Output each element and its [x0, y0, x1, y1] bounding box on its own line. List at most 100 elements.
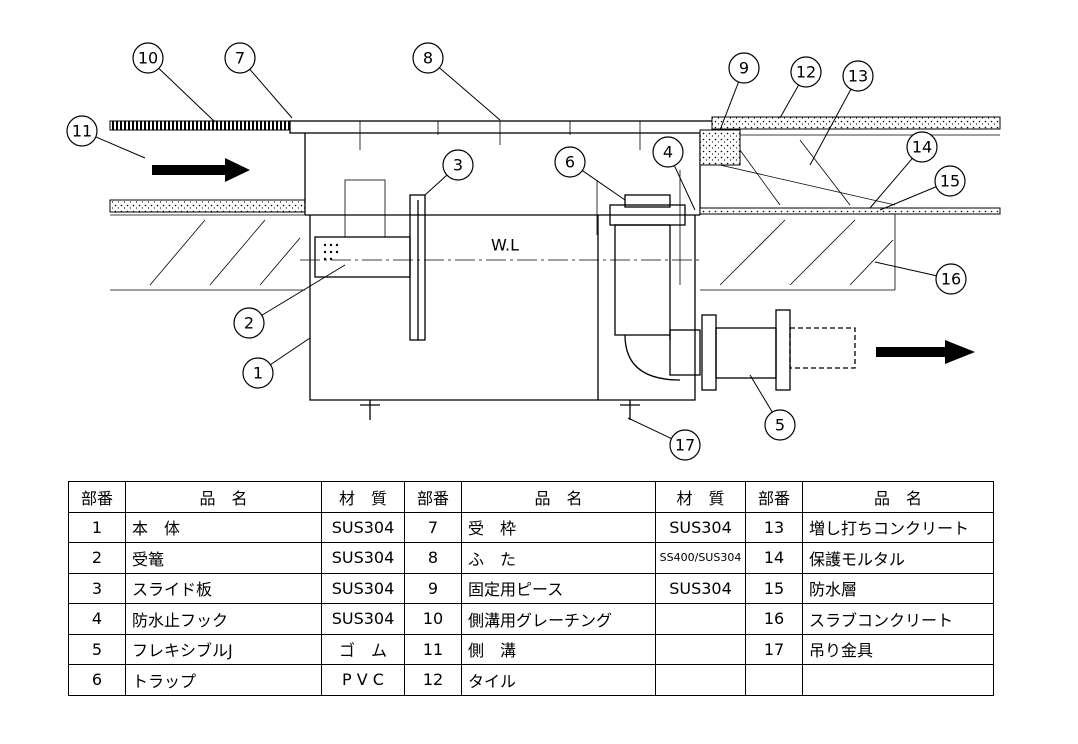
table-cell: 品 名	[461, 481, 656, 513]
table-cell: 吊り金具	[802, 633, 994, 665]
table-cell: 11	[404, 633, 462, 665]
header-row: 部番品 名材 質部番品 名材 質部番品 名	[68, 481, 994, 513]
leader-line	[869, 158, 913, 209]
table-cell: 部番	[404, 481, 462, 513]
leader-line	[719, 81, 740, 131]
table-cell: 防水止フック	[125, 603, 322, 635]
table-cell: 17	[745, 633, 803, 665]
table-cell: 防水層	[802, 572, 994, 604]
table-cell	[655, 603, 746, 635]
table-cell: SUS304	[321, 542, 405, 574]
callout-circle	[66, 115, 98, 147]
callout-label: 14	[912, 138, 932, 157]
table-cell: 15	[745, 572, 803, 604]
callout-circle	[652, 136, 684, 168]
table-row: 5 フレキシブルJ ゴ ム 11 側 溝 17 吊り金具	[68, 633, 994, 665]
callout-circle	[224, 42, 256, 74]
table-cell: 5	[68, 633, 126, 665]
leader-line	[879, 186, 937, 211]
table-cell: 品 名	[125, 481, 322, 513]
table-cell: スラブコンクリート	[802, 603, 994, 635]
table-cell: ふ た	[461, 542, 656, 574]
table-cell: SUS304	[321, 603, 405, 635]
callout-label: 8	[423, 49, 433, 68]
leader-line	[158, 67, 216, 123]
table-cell: 12	[404, 664, 462, 696]
callout-circle	[442, 149, 474, 181]
leader-line	[270, 337, 311, 366]
callout-label: 13	[848, 67, 868, 86]
table-cell: 受 枠	[461, 511, 656, 543]
table-cell: 1	[68, 511, 126, 543]
table-cell: 2	[68, 542, 126, 574]
table-cell: 4	[68, 603, 126, 635]
table-cell	[655, 664, 746, 696]
callout-label: 6	[565, 153, 575, 172]
leader-line	[95, 136, 146, 159]
structure	[109, 116, 1001, 420]
table-cell	[745, 664, 803, 696]
leader-line	[749, 374, 773, 413]
callout-label: 2	[244, 314, 254, 333]
table-cell: 6	[68, 664, 126, 696]
callout-label: 4	[663, 143, 673, 162]
callout-circle	[935, 263, 967, 295]
callout-label: 7	[235, 49, 245, 68]
table-cell: 固定用ピース	[461, 572, 656, 604]
table-cell: SUS304	[655, 511, 746, 543]
table-cell: 14	[745, 542, 803, 574]
table-row: 2 受篭 SUS304 8 ふ た SS400/SUS304 14 保護モルタル	[68, 542, 994, 574]
table-cell: 部番	[745, 481, 803, 513]
callout-circle	[728, 52, 760, 84]
table-cell: 保護モルタル	[802, 542, 994, 574]
callout-circle	[242, 357, 274, 389]
table-cell: スライド板	[125, 572, 322, 604]
table-cell: 品 名	[802, 481, 994, 513]
leader-line	[779, 84, 800, 119]
leader-line	[627, 417, 672, 440]
table-cell: 本 体	[125, 511, 322, 543]
callout-circle	[233, 307, 265, 339]
table-row: 6 トラップ P V C 12 タイル	[68, 664, 994, 696]
leader-line	[673, 165, 696, 211]
table-row: 4 防水止フック SUS304 10 側溝用グレーチング 16 スラブコンクリート	[68, 603, 994, 635]
callout-circle	[790, 56, 822, 88]
table-cell: 13	[745, 511, 803, 543]
leader-line	[439, 67, 501, 121]
table-cell: 7	[404, 511, 462, 543]
table-cell: タイル	[461, 664, 656, 696]
table-cell: フレキシブルJ	[125, 633, 322, 665]
table-cell: ゴ ム	[321, 633, 405, 665]
callout-label: 15	[940, 172, 960, 191]
callout-label: 3	[453, 156, 463, 175]
callout-circle	[412, 42, 444, 74]
callout-label: 5	[775, 416, 785, 435]
table-cell: 9	[404, 572, 462, 604]
callout-circle	[669, 429, 701, 461]
leader-line	[424, 174, 448, 196]
table-cell: SUS304	[321, 511, 405, 543]
callout-label: 11	[72, 122, 92, 141]
leader-line	[874, 261, 937, 277]
table-cell	[655, 633, 746, 665]
callout-label: 16	[941, 270, 961, 289]
table-cell	[802, 664, 994, 696]
callout-circle	[554, 146, 586, 178]
table-cell: 材 質	[655, 481, 746, 513]
table-cell: トラップ	[125, 664, 322, 696]
callout-circle	[764, 409, 796, 441]
table-cell: 16	[745, 603, 803, 635]
table-cell: SS400/SUS304	[655, 542, 746, 574]
table-cell: 受篭	[125, 542, 322, 574]
table-cell: 10	[404, 603, 462, 635]
leader-line	[249, 69, 293, 119]
callout-label: 10	[138, 49, 158, 68]
water-level-label: W.L	[491, 236, 519, 255]
table-cell: 8	[404, 542, 462, 574]
table-cell: SUS304	[321, 572, 405, 604]
callout-label: 12	[796, 63, 816, 82]
